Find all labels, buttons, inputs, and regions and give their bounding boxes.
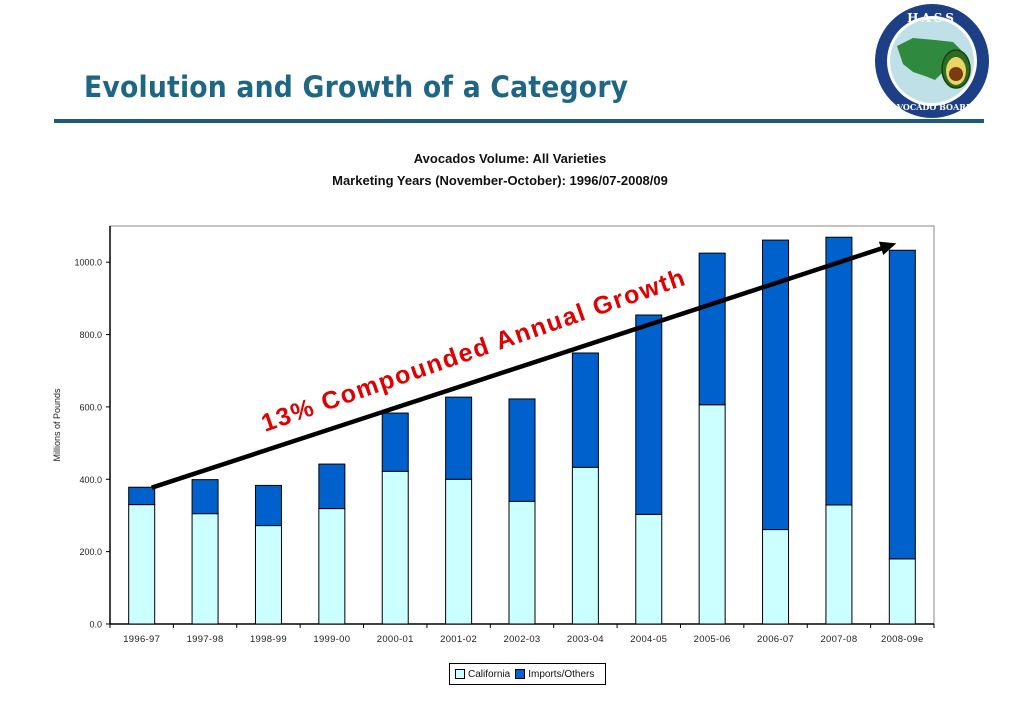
y-tick-label: 1000.0 [74, 258, 102, 268]
x-tick-label: 2007-08 [820, 634, 857, 645]
x-tick-label: 2003-04 [567, 634, 604, 645]
x-tick-label: 2008-09e [881, 634, 924, 645]
legend-swatch-california [455, 669, 465, 679]
bar-imports-1998-99 [254, 484, 282, 527]
bar-imports-2008-09e [888, 249, 916, 560]
legend-label-imports: Imports/Others [528, 668, 595, 680]
logo-top-text: HASS [907, 11, 957, 25]
hass-avocado-board-logo: HASS AVOCADO BOARD [875, 4, 989, 118]
bar-california-2000-01 [381, 470, 409, 625]
x-tick-label: 1996-97 [123, 634, 160, 645]
bar-imports-2007-08 [825, 236, 853, 506]
bar-california-2004-05 [635, 513, 663, 625]
bar-california-2003-04 [571, 466, 599, 625]
bar-imports-1997-98 [191, 479, 219, 515]
bar-imports-2001-02 [445, 396, 473, 480]
x-tick-label: 2004-05 [630, 634, 667, 645]
y-tick-label: 400.0 [79, 475, 102, 485]
bar-california-2007-08 [825, 504, 853, 625]
x-tick-label: 1998-99 [250, 634, 287, 645]
legend-item-california: California [455, 669, 510, 680]
chart-legend: California Imports/Others [449, 663, 607, 685]
y-axis-label: Millions of Pounds [52, 388, 62, 462]
bar-california-2008-09e [888, 558, 916, 625]
x-tick-label: 2000-01 [377, 634, 414, 645]
bar-california-2006-07 [762, 529, 790, 625]
bar-california-1996-97 [128, 504, 156, 625]
y-tick-label: 600.0 [79, 402, 102, 412]
bar-imports-2000-01 [381, 412, 409, 472]
bar-imports-2003-04 [571, 352, 599, 468]
bar-california-2005-06 [698, 404, 726, 625]
bar-california-1997-98 [191, 513, 219, 625]
legend-item-imports: Imports/Others [515, 669, 594, 680]
x-tick-label: 2002-03 [504, 634, 541, 645]
bar-california-1999-00 [318, 508, 346, 625]
y-tick-label: 200.0 [79, 547, 102, 557]
growth-arrow-line [150, 244, 888, 490]
bar-california-1998-99 [254, 525, 282, 625]
bar-imports-2005-06 [698, 252, 726, 406]
x-tick-label: 2001-02 [440, 634, 477, 645]
chart-subtitle: Marketing Years (November-October): 1996… [332, 173, 668, 188]
x-tick-label: 2006-07 [757, 634, 794, 645]
slide-title: Evolution and Growth of a Category [84, 70, 629, 104]
title-divider [54, 119, 984, 123]
bar-imports-1996-97 [128, 486, 156, 506]
bar-imports-2002-03 [508, 398, 536, 502]
bar-california-2002-03 [508, 500, 536, 625]
bar-imports-1999-00 [318, 463, 346, 510]
growth-arrow-head [878, 241, 897, 255]
x-tick-label: 1997-98 [187, 634, 224, 645]
chart-title: Avocados Volume: All Varieties [413, 151, 607, 166]
legend-swatch-imports [515, 669, 526, 679]
bar-imports-2004-05 [635, 314, 663, 515]
y-tick-label: 800.0 [79, 330, 102, 340]
bar-california-2001-02 [445, 478, 473, 625]
y-tick-label: 0.0 [89, 620, 102, 630]
x-tick-label: 1999-00 [313, 634, 350, 645]
logo-bottom-text: AVOCADO BOARD [890, 102, 973, 112]
x-tick-label: 2005-06 [694, 634, 731, 645]
legend-label-california: California [468, 668, 511, 680]
